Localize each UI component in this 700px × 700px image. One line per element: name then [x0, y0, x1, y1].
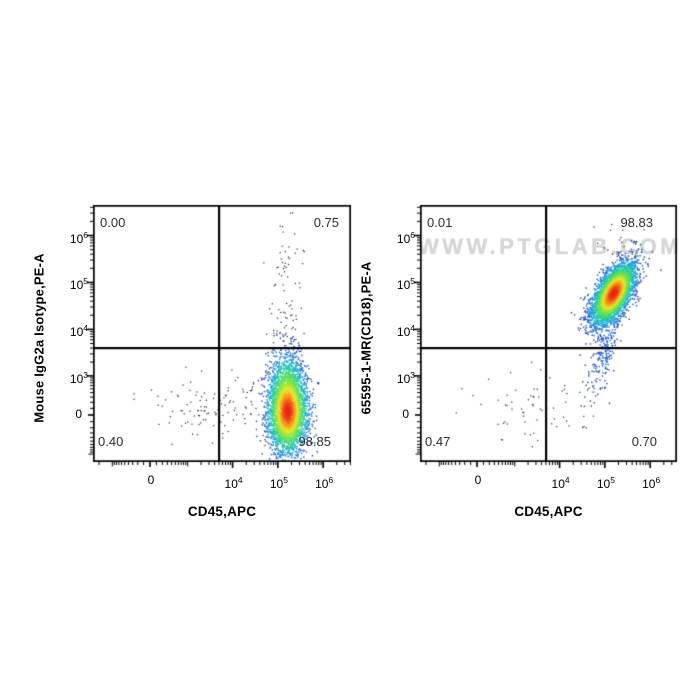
y-tick-label: 105: [396, 276, 415, 293]
x-axis-title-right: CD45,APC: [514, 504, 583, 519]
quadrant-percent-upper-left: 0.01: [427, 215, 453, 230]
y-tick-label: 0: [402, 407, 409, 421]
y-tick-label: 103: [396, 369, 415, 386]
x-tick-label: 106: [315, 475, 334, 491]
quadrant-percent-lower-left: 0.47: [425, 434, 451, 449]
quadrant-percent-upper-right: 0.75: [313, 215, 339, 230]
y-tick-label: 104: [69, 323, 88, 340]
quadrant-percent-lower-left: 0.40: [98, 434, 124, 449]
y-tick-label: 105: [69, 276, 88, 293]
y-tick-label: 104: [396, 323, 415, 340]
quadrant-percent-upper-right: 98.83: [620, 215, 653, 230]
x-tick-label: 104: [551, 475, 570, 491]
scatter-canvas-isotype: [77, 201, 359, 474]
quadrant-percent-lower-right: 98.85: [298, 434, 331, 449]
x-tick-label: 105: [269, 475, 288, 491]
quadrant-percent-upper-left: 0.00: [100, 215, 126, 230]
x-tick-label: 0: [147, 473, 155, 487]
x-tick-label: 105: [596, 475, 615, 491]
x-tick-label: 0: [474, 473, 482, 487]
y-tick-label: 103: [69, 369, 88, 386]
scatter-canvas-cd18: [404, 201, 685, 474]
y-axis-title-cd18: 65595-1-MR(CD18),PE-A: [358, 260, 374, 415]
y-tick-label: 106: [396, 229, 415, 246]
quadrant-percent-lower-right: 0.70: [631, 434, 657, 449]
y-tick-label: 0: [75, 407, 82, 421]
y-tick-label: 106: [69, 229, 88, 246]
x-axis-title-left: CD45,APC: [187, 504, 257, 519]
x-tick-label: 104: [224, 475, 243, 491]
y-axis-title-isotype: Mouse IgG2a Isotype,PE-A: [31, 252, 47, 423]
x-tick-label: 106: [642, 475, 661, 491]
